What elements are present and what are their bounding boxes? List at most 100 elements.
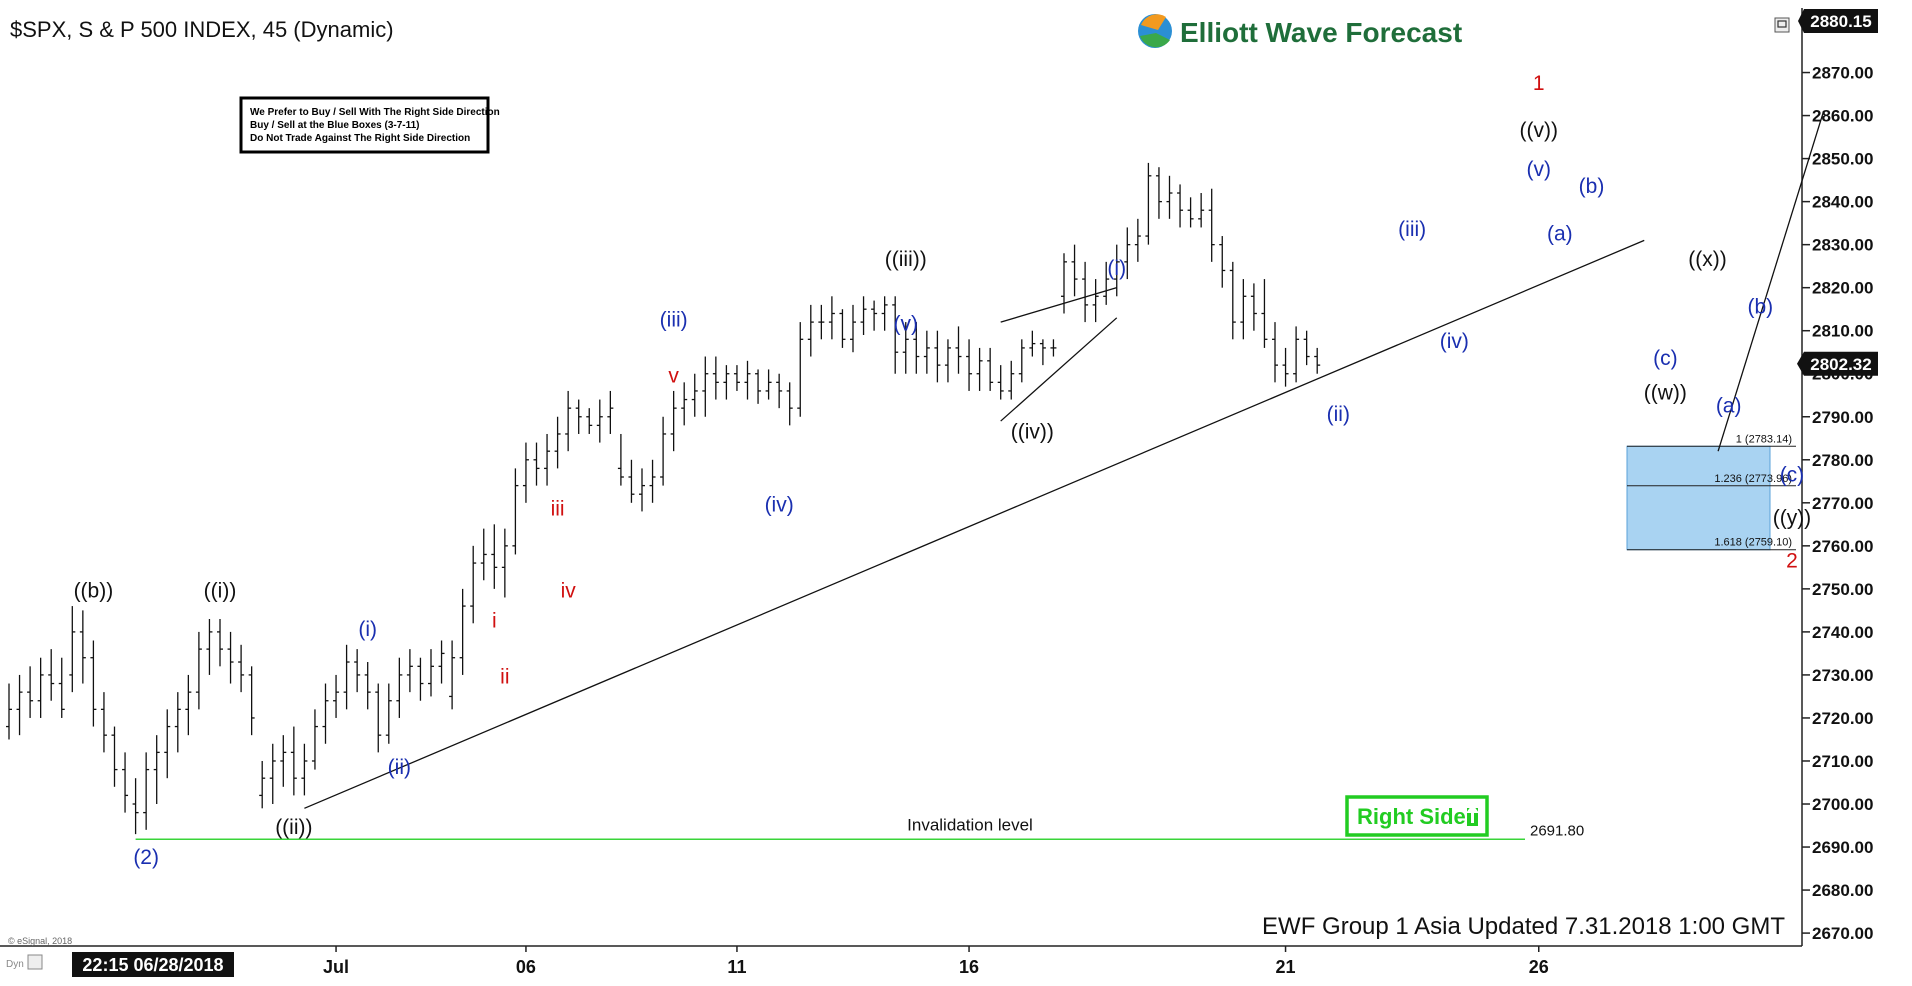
- ohlc-bar: [164, 709, 171, 779]
- current-price-label: 2802.32: [1810, 355, 1871, 374]
- ohlc-bar: [997, 365, 1004, 400]
- ohlc-bar: [596, 399, 603, 443]
- trendline: [1000, 287, 1117, 323]
- notice-line-3: Do Not Trade Against The Right Side Dire…: [250, 133, 470, 144]
- notice-line-2: Buy / Sell at the Blue Boxes (3-7-11): [250, 120, 420, 131]
- ohlc-bar: [755, 369, 762, 404]
- maximize-icon[interactable]: [1774, 17, 1790, 33]
- wave-label: (b): [1579, 175, 1605, 198]
- ohlc-bar: [1061, 253, 1067, 314]
- ohlc-bar: [1029, 330, 1036, 357]
- ohlc-bar: [765, 369, 772, 400]
- ohlc-bar: [269, 743, 276, 805]
- price-tick-label: 2830.00: [1812, 236, 1873, 255]
- ohlc-bar: [976, 347, 983, 391]
- ohlc-bar: [1219, 236, 1226, 288]
- ohlc-bar: [923, 330, 930, 374]
- time-tick-label: 26: [1529, 957, 1549, 977]
- ohlc-bar: [1092, 279, 1099, 323]
- ohlc-bar: [617, 433, 624, 486]
- wave-label: (iii): [660, 308, 688, 331]
- ohlc-bar: [839, 309, 846, 348]
- ohlc-bar: [185, 674, 192, 736]
- price-tick-label: 2740.00: [1812, 623, 1873, 642]
- price-tick-label: 2720.00: [1812, 709, 1873, 728]
- esignal-copyright: © eSignal, 2018: [8, 936, 72, 946]
- wave-label: iii: [551, 498, 565, 521]
- price-tick-label: 2670.00: [1812, 924, 1873, 943]
- ohlc-bar: [501, 528, 508, 598]
- fib-label: 1.236 (2773.96): [1714, 473, 1792, 485]
- notice-line-1: We Prefer to Buy / Sell With The Right S…: [250, 107, 500, 118]
- ohlc-bar: [354, 649, 361, 693]
- ohlc-bar: [881, 296, 888, 331]
- top-price-label: 2880.15: [1810, 12, 1871, 31]
- ohlc-bar: [385, 683, 392, 744]
- ohlc-bar: [132, 778, 139, 835]
- ohlc-bar: [1229, 261, 1236, 340]
- ohlc-bar: [1240, 279, 1247, 340]
- update-footer: EWF Group 1 Asia Updated 7.31.2018 1:00 …: [1262, 913, 1785, 940]
- ohlc-bar: [966, 339, 973, 391]
- ohlc-bar: [1293, 326, 1300, 383]
- ohlc-bar: [565, 390, 572, 452]
- ohlc-bar: [522, 442, 529, 503]
- ohlc-bar: [195, 631, 202, 710]
- ohlc-bar: [90, 640, 97, 727]
- price-tick-label: 2870.00: [1812, 64, 1873, 83]
- ohlc-bar: [1208, 188, 1215, 262]
- ohlc-bar: [6, 683, 12, 740]
- ohlc-bar: [1113, 244, 1120, 297]
- dyn-toggle-icon[interactable]: [27, 954, 43, 970]
- ohlc-bar: [375, 683, 382, 753]
- brand-logo: Elliott Wave Forecast: [1138, 14, 1462, 48]
- ohlc-bar: [1261, 279, 1268, 348]
- wave-label: 1: [1533, 72, 1545, 95]
- ohlc-bar: [322, 683, 329, 744]
- symbol-title: $SPX, S & P 500 INDEX, 45 (Dynamic): [10, 17, 394, 42]
- fib-label: 1 (2783.14): [1736, 433, 1792, 445]
- top-price-flag: 2880.15: [1798, 9, 1878, 33]
- trendline: [304, 239, 1645, 809]
- wave-label: (c): [1780, 463, 1805, 486]
- ohlc-bar: [1124, 227, 1131, 280]
- price-tick-label: 2860.00: [1812, 107, 1873, 126]
- ohlc-bar: [333, 674, 340, 718]
- ohlc-bar: [238, 644, 245, 693]
- ohlc-bar: [206, 618, 213, 675]
- wave-label: (v): [894, 313, 919, 336]
- ohlc-bar: [153, 735, 160, 805]
- ohlc-bar: [850, 304, 856, 353]
- ohlc-bar: [406, 649, 413, 693]
- price-tick-label: 2810.00: [1812, 322, 1873, 341]
- ohlc-bar: [797, 322, 804, 417]
- invalidation-label: Invalidation level: [907, 815, 1033, 834]
- fib-label: 1.618 (2759.10): [1714, 537, 1792, 549]
- price-tick-label: 2840.00: [1812, 193, 1873, 212]
- ohlc-bar: [955, 326, 962, 374]
- wave-label: (a): [1716, 394, 1742, 417]
- wave-label: v: [668, 364, 679, 387]
- right-side-label: Right Side: [1357, 804, 1466, 829]
- wave-label: 2: [1786, 549, 1798, 572]
- wave-labels: ((b)) ((i))(2)((ii))(i)(ii)iiiiiiiv(iii)v…: [74, 72, 1812, 869]
- ohlc-bar: [364, 662, 371, 710]
- wave-label: (iii): [1398, 218, 1426, 241]
- ohlc-bar: [934, 330, 941, 383]
- wave-label: (iv): [1440, 330, 1469, 353]
- ohlc-bar: [491, 524, 498, 589]
- ohlc-bar: [586, 408, 593, 434]
- ohlc-bar: [470, 545, 477, 624]
- ohlc-bar: [217, 618, 223, 667]
- ohlc-bar: [1250, 283, 1257, 331]
- ohlc-bar: [27, 666, 34, 718]
- ohlc-bar: [449, 640, 456, 710]
- ohlc-bar: [607, 390, 614, 434]
- ohlc-bar: [79, 610, 86, 684]
- ohlc-bar: [37, 657, 44, 718]
- ohlc-bar: [776, 373, 783, 409]
- price-tick-label: 2760.00: [1812, 537, 1873, 556]
- ohlc-bar: [1103, 261, 1110, 305]
